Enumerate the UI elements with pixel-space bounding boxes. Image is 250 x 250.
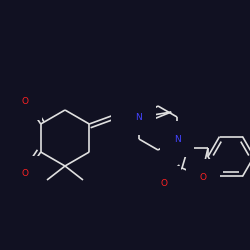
- Text: O: O: [21, 98, 28, 106]
- Text: O: O: [21, 170, 28, 178]
- Text: O: O: [200, 172, 206, 182]
- Text: N: N: [174, 134, 180, 143]
- Text: O: O: [160, 180, 168, 188]
- Text: N: N: [136, 112, 142, 122]
- Text: NH: NH: [124, 108, 138, 116]
